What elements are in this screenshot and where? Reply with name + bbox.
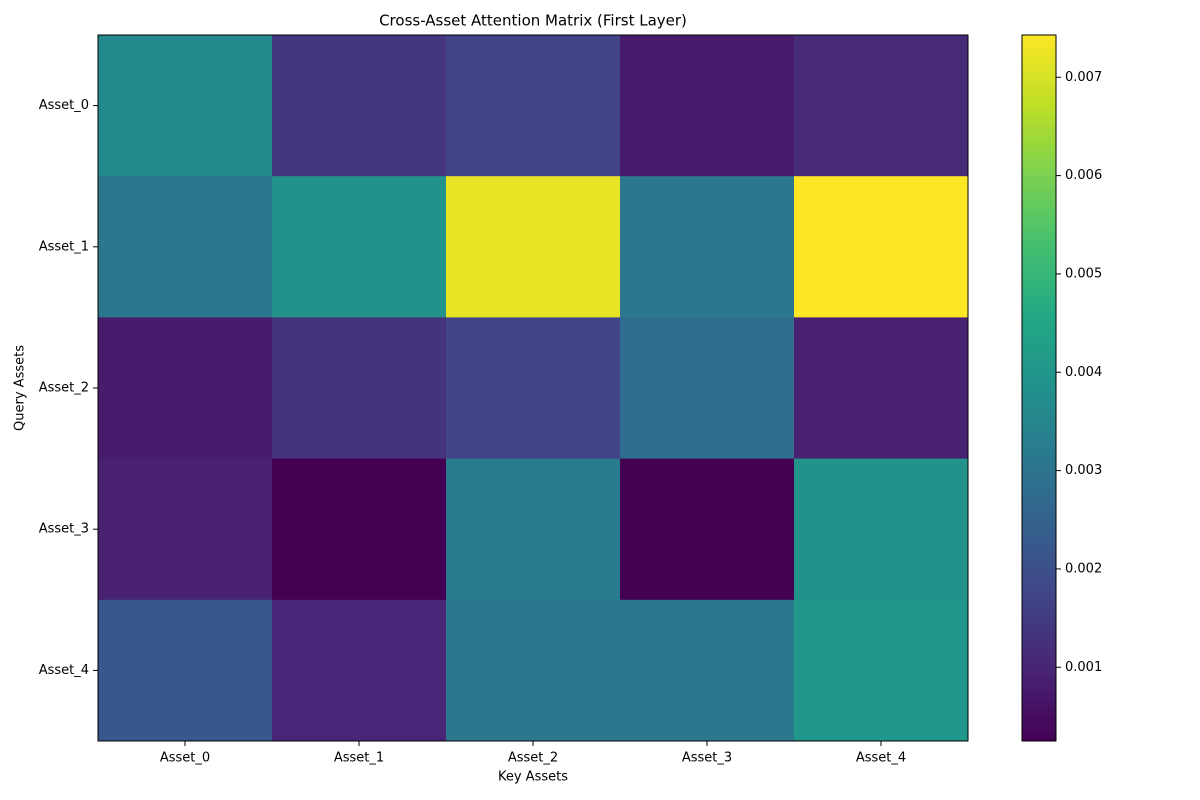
heatmap-cell bbox=[272, 458, 447, 601]
y-tick-label: Asset_3 bbox=[39, 522, 89, 537]
heatmap-cell bbox=[98, 458, 273, 601]
y-axis-label: Query Assets bbox=[13, 345, 28, 431]
x-tick-label: Asset_0 bbox=[160, 751, 210, 766]
colorbar-tick-label: 0.002 bbox=[1065, 561, 1102, 576]
heatmap-cell bbox=[272, 599, 447, 742]
heatmap-cell bbox=[446, 176, 621, 318]
y-tick-label: Asset_1 bbox=[39, 239, 89, 254]
colorbar-tick-label: 0.006 bbox=[1065, 168, 1102, 183]
heatmap-cell bbox=[446, 458, 621, 601]
heatmap-cell bbox=[446, 317, 621, 460]
x-tick-label: Asset_3 bbox=[682, 751, 732, 766]
heatmap-cell bbox=[446, 599, 621, 742]
colorbar-tick-label: 0.005 bbox=[1065, 266, 1102, 281]
heatmap-cell bbox=[620, 176, 795, 318]
heatmap-cell bbox=[794, 599, 969, 742]
heatmap-cell bbox=[272, 176, 447, 318]
heatmap-cell bbox=[794, 317, 969, 460]
x-tick-label: Asset_2 bbox=[508, 751, 558, 766]
colorbar-tick-label: 0.004 bbox=[1065, 365, 1102, 380]
colorbar-tick-label: 0.003 bbox=[1065, 463, 1102, 478]
heatmap-cell bbox=[620, 458, 795, 601]
x-tick-label: Asset_1 bbox=[334, 751, 384, 766]
heatmap-cell bbox=[272, 35, 447, 177]
chart-title: Cross-Asset Attention Matrix (First Laye… bbox=[379, 12, 687, 30]
heatmap-cell bbox=[794, 176, 969, 318]
y-tick-label: Asset_0 bbox=[39, 98, 89, 113]
y-tick-label: Asset_2 bbox=[39, 381, 89, 396]
heatmap-cell bbox=[794, 35, 969, 177]
heatmap-cell bbox=[446, 35, 621, 177]
heatmap-cell bbox=[620, 599, 795, 742]
heatmap-cell bbox=[794, 458, 969, 601]
heatmap-cell bbox=[98, 599, 273, 742]
heatmap-cell bbox=[98, 35, 273, 177]
colorbar-tick-label: 0.001 bbox=[1065, 660, 1102, 675]
colorbar bbox=[1021, 34, 1057, 742]
x-tick-label: Asset_4 bbox=[856, 751, 906, 766]
heatmap-cell bbox=[620, 317, 795, 460]
heatmap-cell bbox=[272, 317, 447, 460]
y-tick-label: Asset_4 bbox=[39, 663, 89, 678]
heatmap-cell bbox=[98, 317, 273, 460]
colorbar-tick-label: 0.007 bbox=[1065, 70, 1102, 85]
heatmap-cell bbox=[98, 176, 273, 318]
x-axis-label: Key Assets bbox=[498, 770, 568, 785]
heatmap-cell bbox=[620, 35, 795, 177]
